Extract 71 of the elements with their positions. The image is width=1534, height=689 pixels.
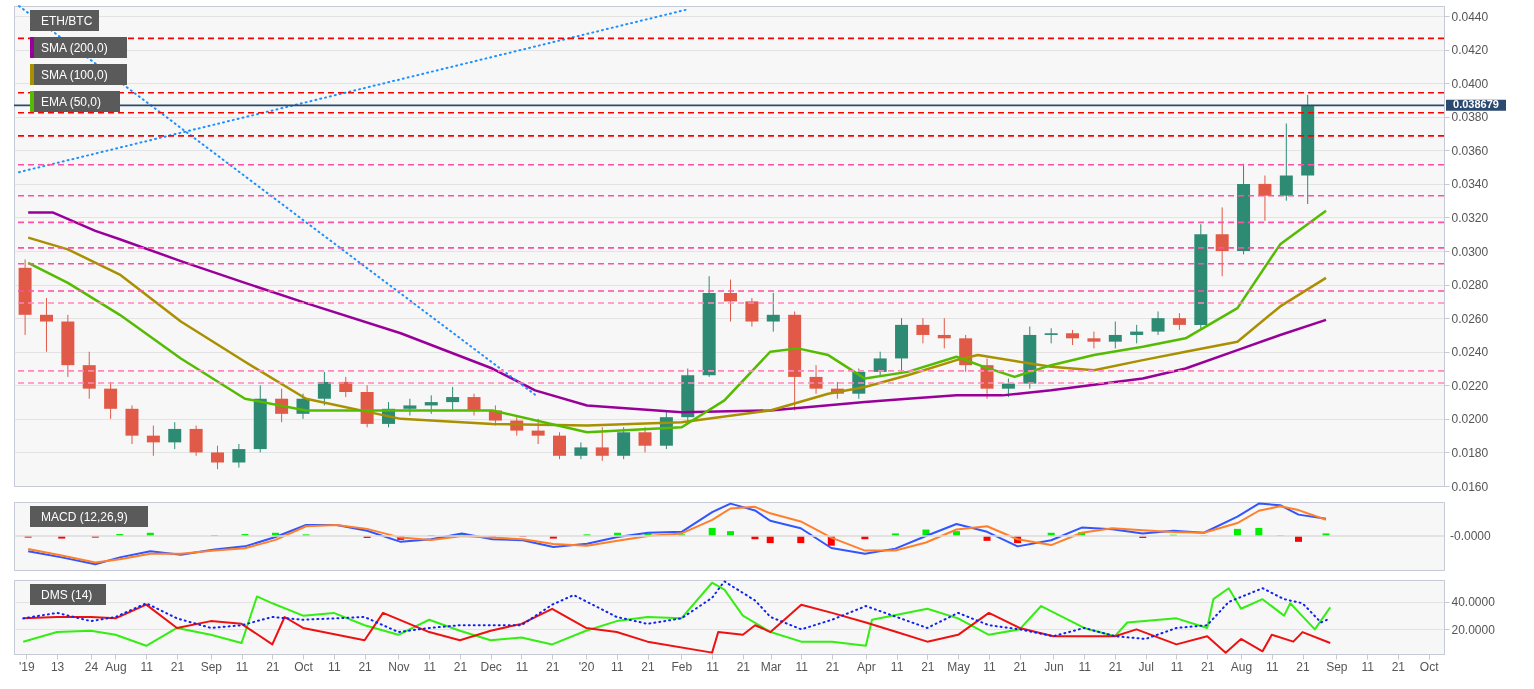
y-tick-label: 0.0380 — [1451, 110, 1489, 125]
x-tick-label: '19 — [18, 659, 35, 674]
x-tick-label: 11 — [795, 659, 809, 674]
x-tick-label: Jul — [1138, 659, 1154, 674]
x-tick-label: 11 — [140, 659, 154, 674]
y-tick-label: 0.0240 — [1451, 345, 1489, 360]
x-tick-label: Apr — [857, 659, 876, 674]
y-tick-label: 0.0400 — [1451, 76, 1489, 91]
x-tick-label: 11 — [1170, 659, 1184, 674]
x-tick-label: Mar — [760, 659, 782, 674]
x-tick-label: Sep — [1326, 659, 1348, 674]
x-tick-label: 11 — [328, 659, 341, 674]
x-tick-label: 13 — [50, 659, 65, 674]
x-tick-label: 21 — [1201, 659, 1215, 674]
x-tick-label: Aug — [105, 659, 127, 674]
text: ETH/BTC — [41, 14, 93, 28]
x-tick-label: Aug — [1230, 659, 1253, 674]
x-tick-label: '20 — [578, 659, 595, 674]
y-tick-label: 0.0160 — [1451, 479, 1489, 494]
x-tick-label: 21 — [170, 659, 185, 674]
x-tick-label: 21 — [736, 659, 751, 674]
x-tick-label: 21 — [1013, 659, 1028, 674]
x-tick-label: Jun — [1044, 659, 1064, 674]
y-tick-label: 0.0200 — [1451, 412, 1489, 427]
legend-label: EMA (50,0) — [41, 95, 102, 109]
y-tick-label: 40.0000 — [1451, 595, 1496, 610]
legend-label: SMA (100,0) — [41, 68, 108, 82]
x-tick-label: 21 — [266, 659, 280, 674]
x-tick-label: 11 — [515, 659, 529, 674]
ref-line-label: -0.0000 — [1450, 529, 1492, 543]
x-tick-label: 11 — [1078, 659, 1092, 674]
text: DMS (14) — [41, 588, 93, 602]
x-tick-label: Oct — [294, 659, 314, 674]
x-tick-label: 11 — [706, 659, 720, 674]
y-tick-label: 20.0000 — [1451, 622, 1496, 637]
y-tick-label: 0.0320 — [1451, 210, 1489, 225]
x-tick-label: 11 — [611, 659, 624, 674]
x-tick-label: 21 — [545, 659, 560, 674]
y-tick-label: 0.0340 — [1451, 177, 1489, 192]
y-tick-label: 0.0360 — [1451, 143, 1489, 158]
x-tick-label: 21 — [825, 659, 840, 674]
x-tick-label: May — [947, 659, 970, 674]
y-tick-label: 0.0440 — [1451, 9, 1489, 24]
x-tick-label: Oct — [1419, 659, 1440, 674]
y-tick-label: 0.0260 — [1451, 311, 1489, 326]
x-tick-label: 21 — [1108, 659, 1123, 674]
y-tick-label: 0.0280 — [1451, 278, 1489, 293]
ref-line-label: 0.038679 — [1453, 98, 1499, 111]
x-tick-label: 11 — [423, 659, 437, 674]
x-tick-label: 11 — [1266, 659, 1279, 674]
x-tick-label: 11 — [983, 659, 996, 674]
y-tick-label: 0.0300 — [1451, 244, 1489, 259]
x-tick-label: 11 — [235, 659, 249, 674]
x-tick-label: 24 — [84, 659, 99, 674]
x-tick-label: 21 — [358, 659, 373, 674]
y-tick-label: 0.0220 — [1451, 378, 1489, 393]
x-tick-label: 21 — [1296, 659, 1311, 674]
y-tick-label: 0.0420 — [1451, 43, 1489, 58]
x-tick-label: Feb — [671, 659, 693, 674]
x-tick-label: Dec — [480, 659, 502, 674]
x-tick-label: 21 — [921, 659, 935, 674]
x-tick-label: 21 — [1391, 659, 1406, 674]
x-tick-label: 21 — [453, 659, 468, 674]
text: MACD (12,26,9) — [41, 510, 128, 524]
x-tick-label: 11 — [1361, 659, 1375, 674]
x-tick-label: Sep — [200, 659, 223, 674]
x-tick-label: 11 — [890, 659, 904, 674]
y-tick-label: 0.0180 — [1451, 445, 1489, 460]
x-tick-label: Nov — [388, 659, 410, 674]
legend-label: SMA (200,0) — [41, 41, 108, 55]
x-tick-label: 21 — [641, 659, 655, 674]
